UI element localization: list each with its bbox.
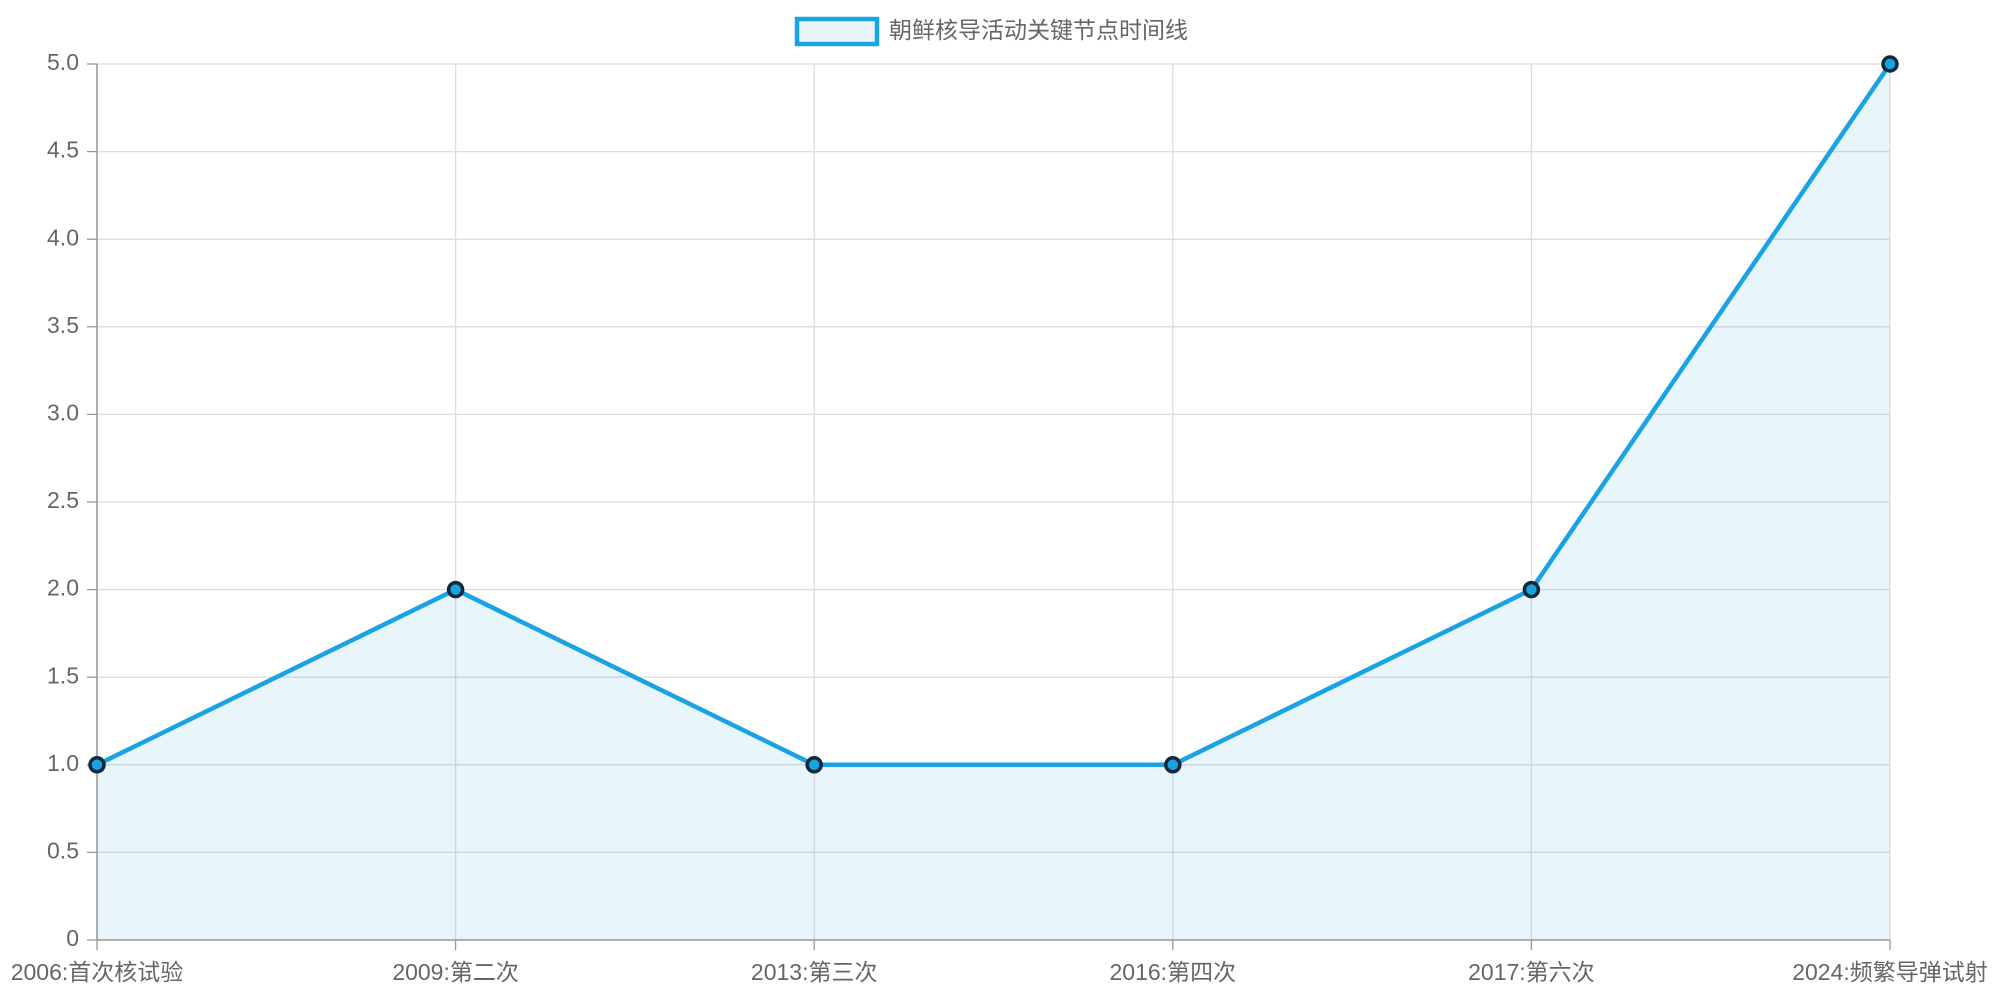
x-tick-label: 2016:第四次 xyxy=(1110,959,1237,985)
x-tick-label: 2024:频繁导弹试射 xyxy=(1792,959,1988,985)
point xyxy=(1881,55,1899,73)
point xyxy=(88,756,106,774)
y-tick-label: 1.5 xyxy=(47,662,79,688)
y-tick-label: 3.5 xyxy=(47,312,79,338)
x-tick-label: 2013:第三次 xyxy=(751,959,878,985)
x-tick-label: 2006:首次核试验 xyxy=(11,959,184,985)
y-tick-label: 2.5 xyxy=(47,487,79,513)
y-tick-label: 2.0 xyxy=(47,575,79,601)
y-tick-label: 3.0 xyxy=(47,399,79,425)
x-tick-label: 2009:第二次 xyxy=(392,959,519,985)
point xyxy=(1164,756,1182,774)
legend-label: 朝鲜核导活动关键节点时间线 xyxy=(889,17,1188,43)
y-tick-label: 4.5 xyxy=(47,137,79,163)
point xyxy=(805,756,823,774)
line xyxy=(96,62,1892,768)
y-tick-label: 0 xyxy=(66,925,79,951)
x-tick-label: 2017:第六次 xyxy=(1468,959,1595,985)
y-tick-label: 0.5 xyxy=(47,837,79,863)
point xyxy=(1522,580,1541,599)
y-tick-label: 4.0 xyxy=(47,224,79,250)
area xyxy=(97,64,1890,940)
y-tick-label: 5.0 xyxy=(47,49,79,75)
legend-swatch xyxy=(794,16,880,47)
point xyxy=(446,580,465,599)
y-tick-label: 1.0 xyxy=(47,750,79,776)
